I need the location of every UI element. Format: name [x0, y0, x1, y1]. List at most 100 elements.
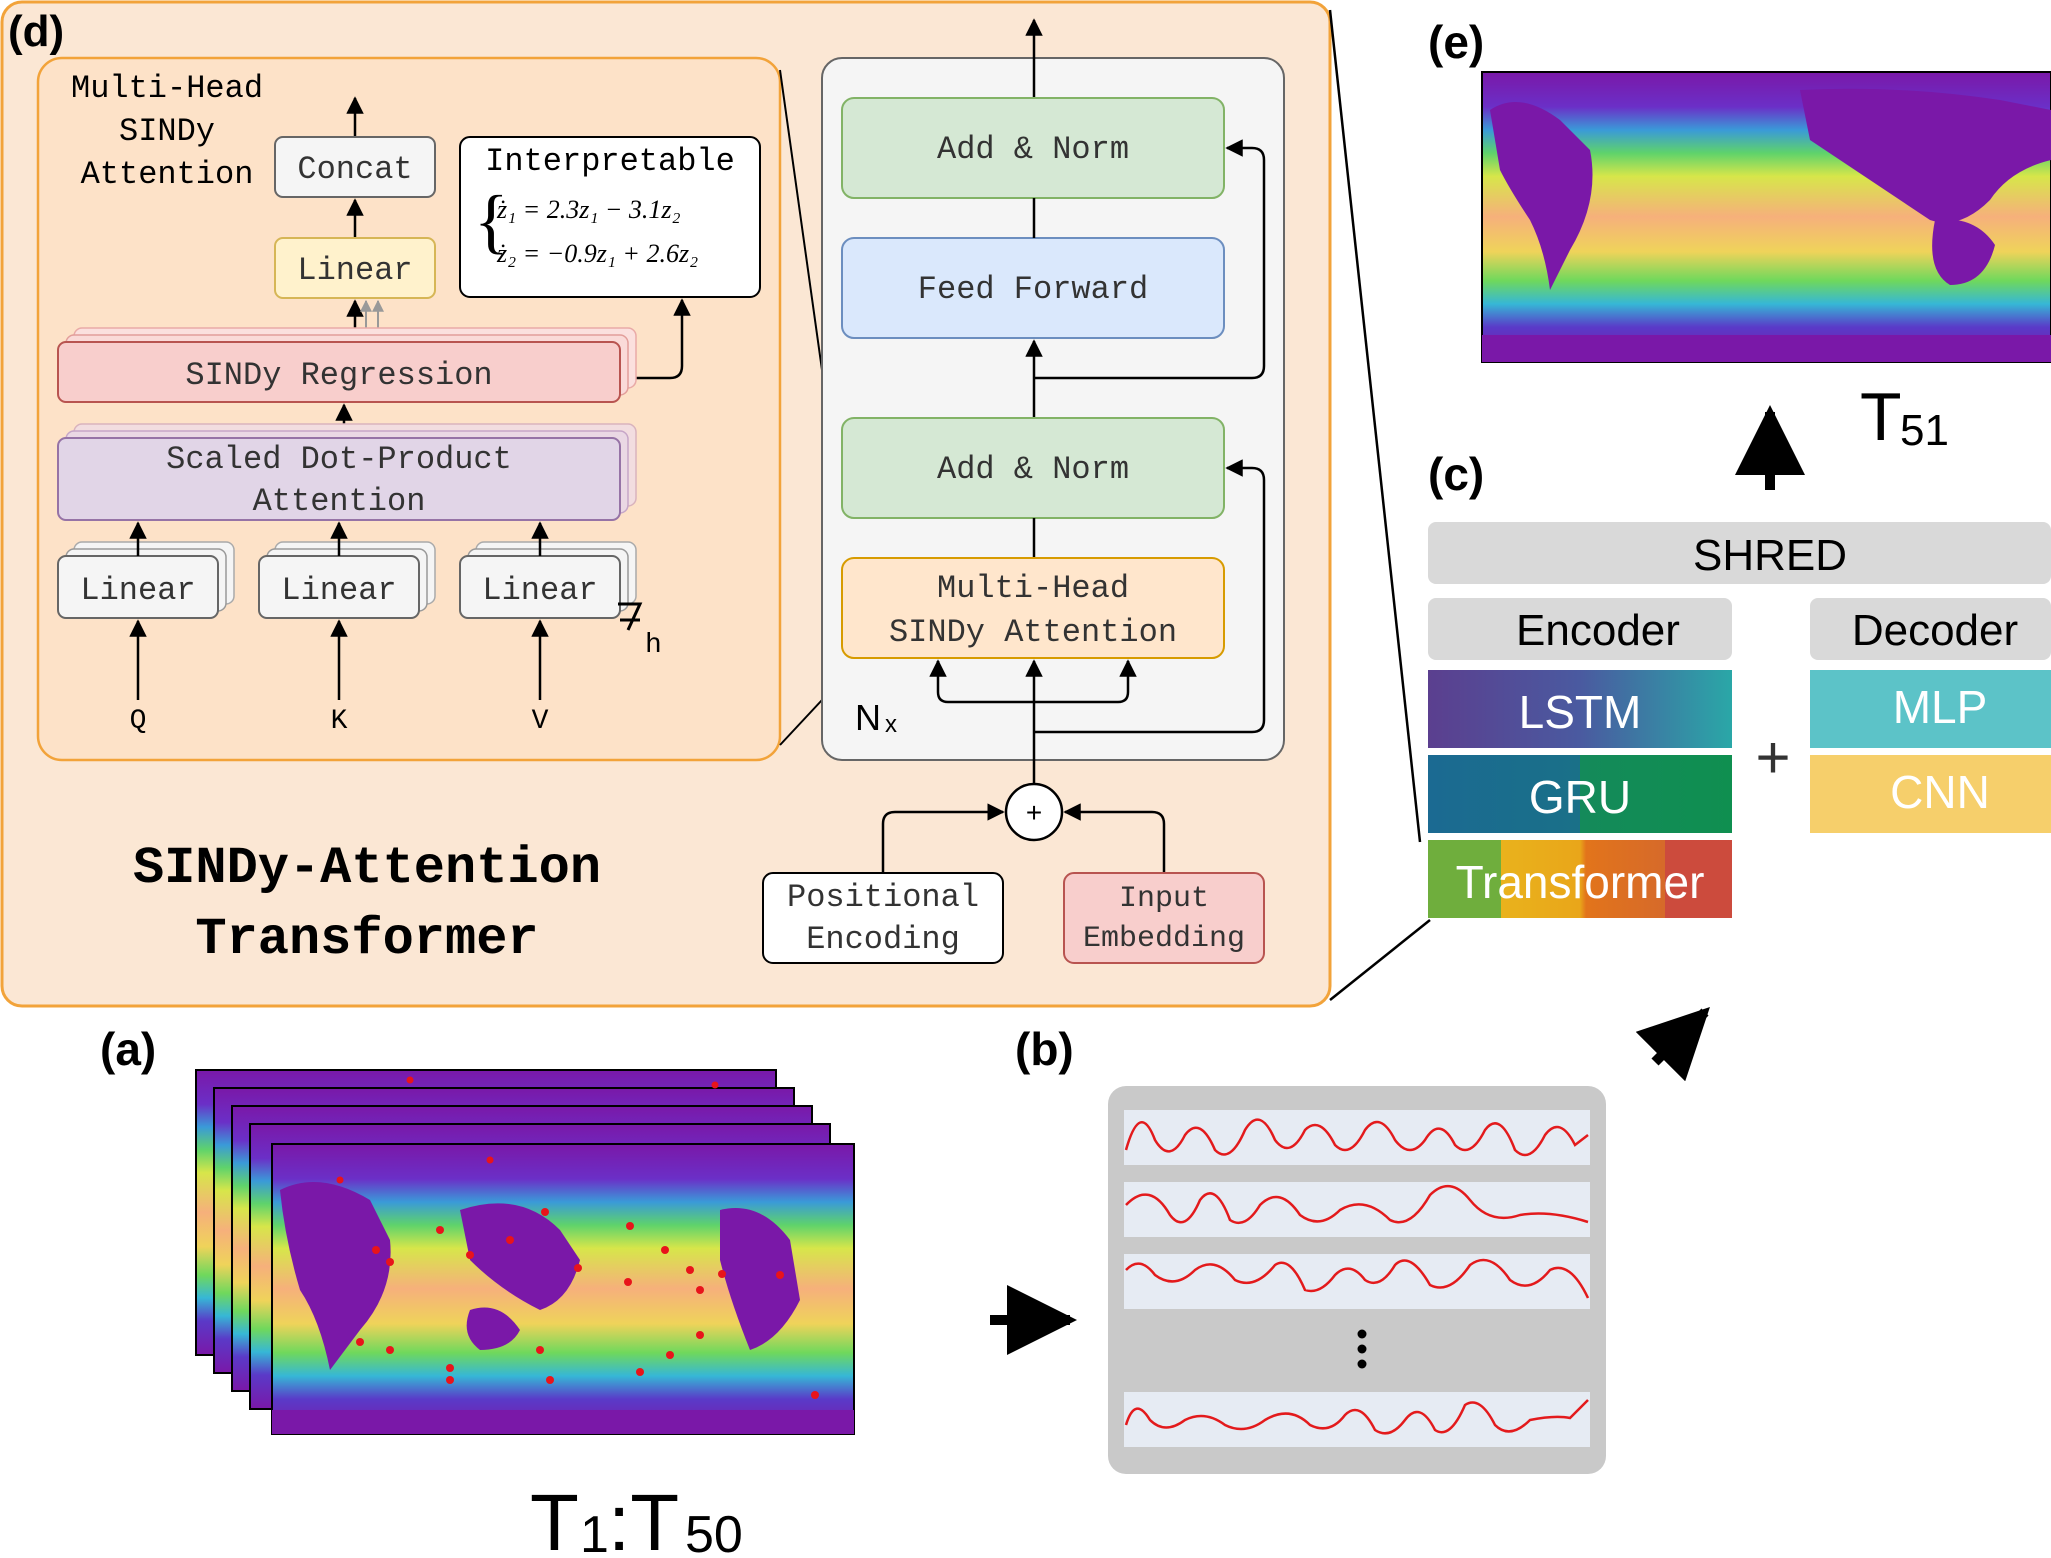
residual-bottom-arrow — [1034, 459, 1266, 734]
timeseries-4-line — [1124, 1399, 1589, 1435]
sensor-point — [686, 1266, 694, 1274]
sensor-point — [626, 1222, 634, 1230]
t1-t50-sub2: 50 — [685, 1506, 743, 1558]
gru-option — [1428, 755, 1732, 833]
linear-q-label: Linear — [80, 572, 195, 609]
timeseries-2-frame — [1124, 1182, 1590, 1237]
equation-2: ż₂ = −0.9z₁ + 2.6z₂ — [496, 239, 698, 268]
concat-box — [274, 136, 436, 198]
panel-e-label: (e) — [1428, 16, 1484, 68]
panel-a: (a) T 1 :T 50 — [100, 1023, 1077, 1558]
mhsa-caption-line2: SINDy — [119, 113, 215, 150]
sensor-point — [386, 1346, 394, 1354]
k-label: K — [331, 706, 348, 737]
positional-encoding-line2: Encoding — [806, 921, 960, 958]
qkv-split-arrows — [936, 661, 1130, 704]
scaled-dot-product-box — [57, 437, 621, 521]
sensor-point — [666, 1351, 674, 1359]
panel-e: (e) T 51 — [1428, 16, 2051, 490]
forecast-map-landmass-1 — [1490, 102, 1593, 290]
sensor-point — [446, 1364, 454, 1372]
cnn-option — [1810, 755, 2051, 833]
add-norm-top-label: Add & Norm — [937, 131, 1129, 168]
mhsa-caption-line1: Multi-Head — [71, 70, 263, 107]
forecast-map — [1481, 71, 2051, 363]
sensor-point — [436, 1226, 444, 1234]
lstm-label: LSTM — [1519, 686, 1642, 738]
forecast-map-landmass-2 — [1800, 88, 2051, 223]
panel-d: (d) Multi-Head SINDy Attention Concat Li… — [0, 0, 1332, 1008]
sensor-point — [624, 1278, 632, 1286]
ellipsis-dot — [1357, 1359, 1367, 1369]
timeseries-2-line — [1125, 1185, 1589, 1225]
connector-d-to-c-top — [1328, 9, 1422, 843]
sensor-point — [372, 1246, 380, 1254]
nx-label: N — [855, 697, 881, 738]
timeseries-3 — [1124, 1254, 1590, 1309]
sensor-point — [536, 1346, 544, 1354]
input-embedding-line1: Input — [1119, 882, 1209, 916]
transformer-label: Transformer — [1456, 856, 1705, 908]
sensor-point — [406, 1076, 414, 1084]
sensor-point — [718, 1270, 726, 1278]
linear-top-box — [274, 237, 436, 299]
embedding-to-sum-arrow — [1063, 803, 1166, 873]
add-norm-bottom-label: Add & Norm — [937, 451, 1129, 488]
encoder-decoder-plus: + — [1755, 724, 1790, 791]
panel-d-title-line1: SINDy-Attention — [133, 839, 601, 898]
sensor-point — [696, 1331, 704, 1339]
q-label: Q — [130, 706, 147, 737]
mhsa-caption-line3: Attention — [81, 156, 254, 193]
linear-top-label: Linear — [297, 252, 412, 289]
front-map-landmass-2 — [460, 1203, 580, 1310]
gru-label: GRU — [1529, 771, 1631, 823]
scaled-dot-product-line2: Attention — [253, 483, 426, 520]
panel-c-label: (c) — [1428, 448, 1484, 500]
concat-label: Concat — [297, 151, 412, 188]
encoder-header — [1428, 598, 1732, 660]
sensor-points — [336, 1076, 819, 1399]
timeseries-1-line — [1124, 1118, 1589, 1157]
sensor-point — [696, 1286, 704, 1294]
positional-to-sum-arrow — [881, 803, 1005, 873]
positional-encoding-box — [762, 872, 1004, 964]
sum-node-label: + — [1026, 797, 1042, 828]
residual-top-arrow — [1034, 139, 1266, 380]
sensor-point — [446, 1376, 454, 1384]
linear-v-group: Linear — [459, 521, 637, 619]
zoom-line-top — [779, 69, 823, 371]
vertical-ellipsis — [1357, 1329, 1367, 1369]
h-label: h — [645, 630, 662, 661]
panel-c-diagonal-arrow — [1635, 1007, 1710, 1082]
sensor-point — [336, 1176, 344, 1184]
lstm-option — [1428, 670, 1732, 748]
positional-encoding-line1: Positional — [787, 879, 979, 916]
equation-1: ż₁ = 2.3z₁ − 3.1z₂ — [496, 195, 681, 224]
shred-box — [1428, 522, 2051, 584]
sensor-point — [386, 1258, 394, 1266]
linear-k-label: Linear — [281, 572, 396, 609]
decoder-label: Decoder — [1852, 606, 2018, 655]
forecast-map-landmass-3 — [1932, 219, 1995, 285]
sensor-point — [466, 1251, 474, 1259]
mlp-label: MLP — [1893, 681, 1988, 733]
ellipsis-dot — [1357, 1329, 1367, 1339]
equation-brace: { — [474, 181, 509, 261]
panel-b: (b) — [1015, 1023, 1606, 1474]
timeseries-2 — [1124, 1182, 1590, 1237]
t1-t50-sub1: 1 — [580, 1506, 609, 1558]
interpretable-title: Interpretable — [485, 143, 735, 180]
t51-sub: 51 — [1900, 406, 1949, 455]
sensor-point — [811, 1391, 819, 1399]
linear-q-group: Linear — [57, 521, 235, 619]
mhsa-block-box — [841, 557, 1225, 659]
cnn-label: CNN — [1890, 766, 1990, 818]
input-embedding-line2: Embedding — [1083, 922, 1245, 956]
panel-d-label: (d) — [8, 7, 64, 56]
sensor-point — [661, 1246, 669, 1254]
sum-node — [1004, 782, 1064, 842]
mhsa-block-line1: Multi-Head — [937, 570, 1129, 607]
nx-sub-label: x — [885, 711, 897, 738]
